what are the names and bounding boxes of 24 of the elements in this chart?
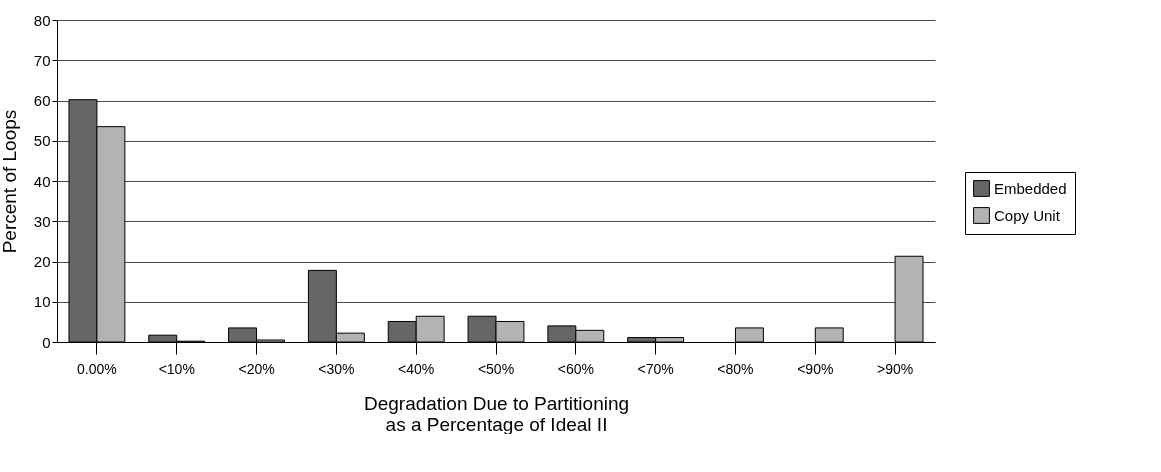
y-tick-label: 30 <box>33 212 51 230</box>
y-tick-label: 40 <box>33 172 51 190</box>
x-axis-title: Degradation Due to Partitioning as a Percentage of Ideal II <box>363 392 630 435</box>
x-tick-label: <50% <box>477 360 515 377</box>
y-tick-label: 10 <box>33 293 51 311</box>
x-tick-label: <40% <box>398 360 435 377</box>
y-tick-label: 50 <box>33 132 51 150</box>
x-tick-label: <80% <box>717 360 754 377</box>
y-tick-label: 80 <box>33 11 51 29</box>
x-tick-label: >90% <box>876 360 914 377</box>
x-tick-label: <70% <box>637 360 674 377</box>
legend-label: Copy Unit <box>994 206 1061 224</box>
x-tick-label: <60% <box>557 360 594 377</box>
x-tick-label: <10% <box>158 360 195 377</box>
x-tick-label: 0.00% <box>77 360 117 377</box>
y-tick-label: 70 <box>33 51 51 69</box>
x-tick-label: <20% <box>238 360 275 377</box>
y-axis-title: Percent of Loops <box>0 109 20 254</box>
x-tick-label: <30% <box>318 360 355 377</box>
legend-label: Embedded <box>994 179 1067 197</box>
y-tick-label: 20 <box>33 253 51 270</box>
y-tick-label: 0 <box>42 333 51 351</box>
y-tick-label: 60 <box>33 92 51 109</box>
x-tick-label: <90% <box>797 360 834 377</box>
